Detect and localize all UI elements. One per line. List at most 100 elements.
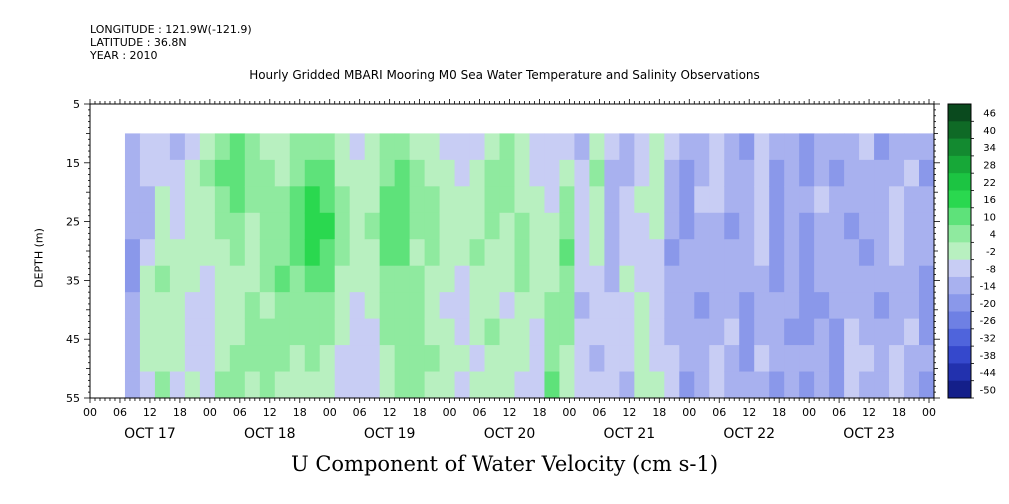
heatmap-cell: [379, 159, 396, 187]
heatmap-cell: [919, 133, 935, 161]
x-day-label: OCT 22: [723, 426, 775, 442]
heatmap-cell: [319, 371, 336, 399]
heatmap-cell: [424, 318, 441, 346]
heatmap-cell: [259, 318, 276, 346]
heatmap-cell: [379, 292, 396, 320]
heatmap-cell: [874, 345, 890, 373]
heatmap-cell: [424, 186, 441, 214]
heatmap-cell: [469, 212, 486, 240]
heatmap-cell: [199, 186, 216, 214]
heatmap-cell: [814, 186, 830, 214]
heatmap-cell: [799, 186, 815, 214]
heatmap-cell: [499, 345, 515, 373]
chart-title: Hourly Gridded MBARI Mooring M0 Sea Wate…: [249, 68, 760, 82]
heatmap-cell: [634, 345, 650, 373]
heatmap-cell: [499, 186, 515, 214]
heatmap-cell: [664, 345, 680, 373]
heatmap-cell: [229, 212, 246, 240]
heatmap-cell: [694, 345, 710, 373]
colorbar-swatch: [948, 121, 971, 140]
heatmap-cell: [469, 186, 486, 214]
heatmap-cell: [574, 159, 590, 187]
heatmap-cell: [394, 371, 411, 399]
heatmap-cell: [334, 371, 351, 399]
heatmap-cell: [124, 292, 141, 320]
heatmap-cell: [889, 212, 905, 240]
heatmap-cell: [529, 345, 545, 373]
heatmap-cell: [379, 265, 396, 293]
heatmap-cell: [154, 239, 171, 267]
heatmap-cell: [649, 239, 665, 267]
heatmap-cell: [409, 186, 426, 214]
heatmap-cell: [754, 265, 770, 293]
latitude-label: LATITUDE : 36.8N: [90, 36, 187, 49]
heatmap-cell: [289, 345, 306, 373]
heatmap-cell: [484, 133, 501, 161]
heatmap-cell: [349, 159, 366, 187]
heatmap-cell: [259, 345, 276, 373]
heatmap-cell: [364, 212, 381, 240]
heatmap-cell: [304, 371, 321, 399]
heatmap-cell: [469, 345, 486, 373]
heatmap-cell: [229, 159, 246, 187]
heatmap-cell: [169, 239, 186, 267]
heatmap-cell: [229, 292, 246, 320]
heatmap-cell: [184, 159, 201, 187]
heatmap-cell: [319, 186, 336, 214]
heatmap-cell: [259, 133, 276, 161]
heatmap-cell: [634, 212, 650, 240]
heatmap-cell: [844, 265, 860, 293]
heatmap-cell: [784, 239, 800, 267]
heatmap-cell: [739, 318, 755, 346]
heatmap-cell: [604, 212, 620, 240]
heatmap-cell: [724, 239, 740, 267]
heatmap-cell: [169, 186, 186, 214]
x-hour-label: 18: [892, 406, 906, 419]
heatmap-cell: [124, 265, 141, 293]
colorbar-label: 10: [983, 212, 996, 223]
heatmap-cell: [274, 345, 291, 373]
heatmap-cell: [634, 292, 650, 320]
heatmap-cell: [859, 265, 875, 293]
heatmap-cell: [319, 265, 336, 293]
heatmap-cell: [259, 186, 276, 214]
heatmap-cell: [559, 186, 575, 214]
heatmap-cell: [229, 345, 246, 373]
heatmap-cell: [349, 186, 366, 214]
heatmap-cell: [214, 265, 231, 293]
heatmap-cell: [334, 318, 351, 346]
heatmap-cell: [859, 371, 875, 399]
heatmap-cell: [604, 159, 620, 187]
heatmap-cell: [634, 239, 650, 267]
heatmap-cell: [334, 292, 351, 320]
heatmap-cell: [904, 212, 920, 240]
heatmap-cell: [304, 133, 321, 161]
heatmap-cell: [484, 265, 501, 293]
heatmap-cell: [394, 345, 411, 373]
heatmap-cell: [829, 186, 845, 214]
heatmap-cell: [364, 239, 381, 267]
heatmap-cell: [724, 265, 740, 293]
heatmap-cell: [799, 345, 815, 373]
heatmap-cell: [559, 345, 575, 373]
heatmap-cell: [274, 239, 291, 267]
heatmap-cell: [919, 292, 935, 320]
heatmap-cell: [274, 159, 291, 187]
heatmap-cell: [709, 212, 725, 240]
heatmap-cell: [334, 186, 351, 214]
heatmap-cell: [904, 292, 920, 320]
heatmap-cell: [874, 159, 890, 187]
colorbar-label: 22: [983, 178, 996, 189]
heatmap-cell: [544, 371, 560, 399]
heatmap-cell: [154, 371, 171, 399]
heatmap-cell: [634, 318, 650, 346]
heatmap-cell: [829, 239, 845, 267]
colorbar-swatch: [948, 346, 971, 364]
heatmap-cell: [619, 318, 635, 346]
heatmap-cell: [559, 318, 575, 346]
heatmap-cell: [394, 133, 411, 161]
heatmap-cell: [694, 212, 710, 240]
colorbar-label: -44: [980, 368, 996, 379]
heatmap-cell: [904, 345, 920, 373]
heatmap-cell: [754, 345, 770, 373]
